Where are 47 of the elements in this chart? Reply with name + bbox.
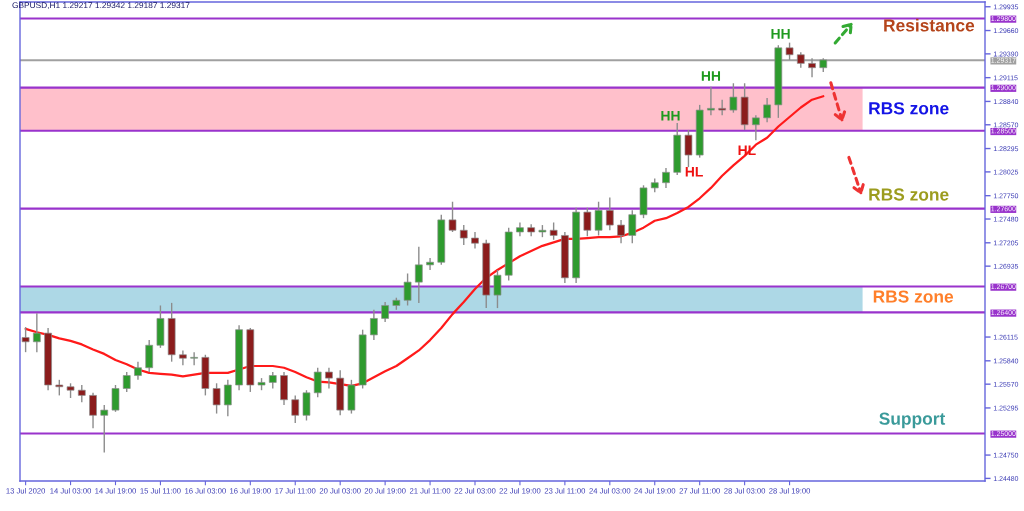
candlestick: [179, 349, 187, 366]
candlestick: [763, 97, 771, 123]
candlestick: [224, 379, 232, 417]
candlestick: [605, 196, 614, 231]
candlestick: [134, 360, 142, 381]
candlestick: [448, 201, 457, 233]
candlestick: [426, 257, 434, 271]
text: RBS zone: [869, 102, 949, 115]
chart-title: GBPUSD,H1 1.29217 1.29342 1.29187 1.29317: [12, 2, 190, 10]
candlestick: [628, 209, 637, 244]
candlestick: [291, 394, 300, 424]
candlestick: [313, 367, 322, 398]
candlestick: [21, 326, 30, 353]
candlestick: [89, 392, 97, 429]
candlestick: [33, 312, 41, 353]
candlestick: [145, 339, 154, 373]
candlestick: [190, 351, 198, 366]
text: Support: [879, 412, 946, 429]
candlestick: [403, 272, 412, 307]
candlestick: [212, 382, 221, 415]
candlestick: [707, 86, 715, 116]
text: RBS zone: [869, 188, 949, 201]
text: Resistance: [884, 18, 975, 32]
candlestick: [729, 82, 738, 114]
candlestick: [752, 114, 760, 142]
candlestick: [325, 367, 333, 390]
candlestick: [493, 269, 502, 309]
candlestick: [459, 224, 468, 246]
candlestick: [100, 404, 109, 454]
candlestick: [583, 207, 592, 238]
candlestick: [662, 167, 670, 189]
candlestick: [370, 309, 378, 341]
candlestick: [111, 384, 120, 413]
text: RBS zone: [873, 290, 954, 303]
candlestick: [684, 129, 693, 168]
candlestick: [381, 301, 389, 323]
candlestick: [122, 371, 131, 393]
candlestick: [302, 389, 311, 422]
candlestick: [414, 245, 423, 304]
annotation: HH: [701, 71, 721, 81]
candlestick: [594, 201, 603, 237]
candlestick: [617, 219, 625, 244]
annotation: HH: [771, 29, 790, 39]
annotation: HL: [685, 167, 703, 177]
annotation: HH: [661, 111, 680, 121]
candlestick: [718, 99, 726, 116]
candlestick: [808, 57, 816, 78]
